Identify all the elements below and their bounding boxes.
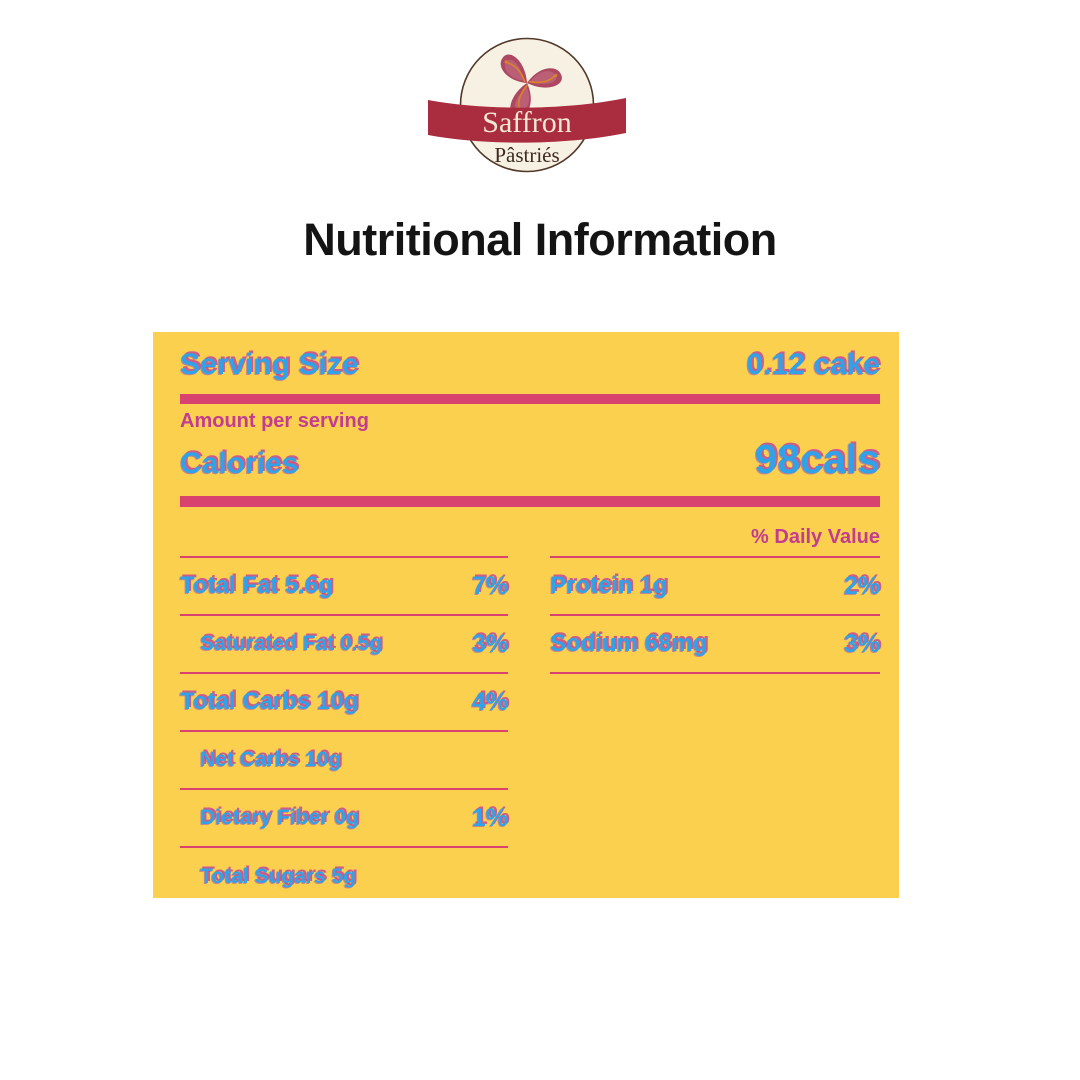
nutrient-label: Total Carbs 10g bbox=[180, 688, 359, 715]
row-protein: Protein 1g 2% bbox=[550, 558, 880, 616]
nutrient-label: Total Sugars 5g bbox=[200, 865, 356, 888]
amount-per-serving-label: Amount per serving bbox=[180, 410, 369, 432]
nutrient-percent: 1% bbox=[471, 803, 508, 832]
serving-size-row: Serving Size 0.12 cake bbox=[180, 348, 880, 392]
calories-value: 98cals bbox=[754, 436, 880, 482]
nutrient-percent: 3% bbox=[843, 629, 880, 658]
nutrient-percent: 3% bbox=[471, 629, 508, 658]
divider-thick-top bbox=[180, 394, 880, 404]
nutrient-column-right: Protein 1g 2% Sodium 68mg 3% bbox=[550, 556, 880, 674]
nutrition-card: Serving Size 0.12 cake Amount per servin… bbox=[153, 332, 899, 898]
page-title: Nutritional Information bbox=[303, 214, 777, 265]
calories-row: Calories 98cals bbox=[180, 436, 880, 488]
row-total-sugars: Total Sugars 5g bbox=[180, 848, 508, 898]
nutrient-column-left: Total Fat 5.6g 7% Saturated Fat 0.5g 3% … bbox=[180, 556, 508, 898]
nutrient-percent: 2% bbox=[843, 571, 880, 600]
calories-label: Calories bbox=[180, 447, 299, 480]
nutrient-percent: 7% bbox=[471, 571, 508, 600]
row-dietary-fiber: Dietary Fiber 0g 1% bbox=[180, 790, 508, 848]
nutrient-label: Sodium 68mg bbox=[550, 630, 708, 657]
row-net-carbs: Net Carbs 10g bbox=[180, 732, 508, 790]
nutrient-label: Saturated Fat 0.5g bbox=[200, 632, 383, 655]
divider-thick-calories bbox=[180, 496, 880, 507]
nutrient-percent: 4% bbox=[471, 687, 508, 716]
row-total-fat: Total Fat 5.6g 7% bbox=[180, 558, 508, 616]
serving-size-value: 0.12 cake bbox=[746, 348, 880, 381]
row-saturated-fat: Saturated Fat 0.5g 3% bbox=[180, 616, 508, 674]
row-sodium: Sodium 68mg 3% bbox=[550, 616, 880, 674]
daily-value-label: % Daily Value bbox=[751, 526, 880, 548]
nutrient-label: Net Carbs 10g bbox=[200, 748, 342, 771]
card-content: Serving Size 0.12 cake Amount per servin… bbox=[180, 332, 880, 898]
brand-name: Saffron bbox=[482, 106, 571, 139]
brand-logo: Saffron Pâstriés bbox=[428, 37, 626, 173]
nutrient-label: Total Fat 5.6g bbox=[180, 572, 333, 599]
brand-subtitle: Pâstriés bbox=[494, 143, 559, 167]
row-total-carbs: Total Carbs 10g 4% bbox=[180, 674, 508, 732]
nutrient-label: Protein 1g bbox=[550, 572, 668, 599]
ribbon-banner bbox=[428, 98, 626, 143]
nutrient-label: Dietary Fiber 0g bbox=[200, 806, 359, 829]
serving-size-label: Serving Size bbox=[180, 348, 359, 381]
